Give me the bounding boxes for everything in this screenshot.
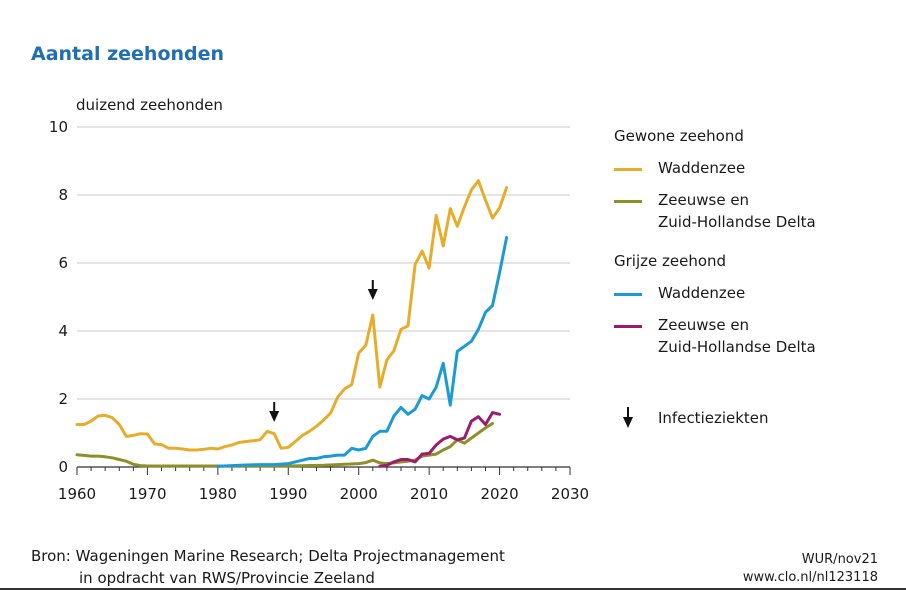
legend-swatch-olive <box>614 200 642 203</box>
y-tick-label: 8 <box>58 186 68 204</box>
series-line-3 <box>378 411 502 468</box>
x-tick-label: 2000 <box>340 485 378 503</box>
source-line-2: in opdracht van RWS/Provincie Zeeland <box>79 569 375 587</box>
series-line-2 <box>216 236 509 468</box>
series-line-1 <box>75 422 494 468</box>
x-tick-label: 2020 <box>480 485 518 503</box>
legend-label: Zuid-Hollandse Delta <box>658 338 816 356</box>
x-tick-label: 1960 <box>58 485 96 503</box>
credit-note: WUR/nov21 www.clo.nl/nl123118 <box>743 551 878 587</box>
series-line-0 <box>75 179 509 452</box>
y-axis-label: duizend zeehonden <box>76 96 223 114</box>
x-tick-label: 2010 <box>410 485 448 503</box>
legend-label: Infectieziekten <box>658 409 769 427</box>
axes: 0 2 4 6 8 10 1960 1970 1980 1990 2000 2010 2020 2030 <box>49 118 589 503</box>
legend-label: Waddenzee <box>658 284 746 302</box>
source-note: Bron: Wageningen Marine Research; Delta … <box>31 545 505 589</box>
legend-swatch-purple <box>614 325 642 328</box>
page-title: Aantal zeehonden <box>31 43 225 65</box>
legend-swatch-blue <box>614 293 642 296</box>
x-tick-label: 1980 <box>199 485 237 503</box>
gridlines <box>77 126 570 400</box>
legend-group-gewone-zeehond: Gewone zeehond <box>614 127 744 145</box>
legend-label: Zeeuwse en <box>658 191 750 209</box>
x-tick-label: 1970 <box>128 485 166 503</box>
bottom-rule <box>0 588 906 590</box>
annotation-arrows <box>269 280 378 422</box>
y-tick-label: 10 <box>49 118 68 136</box>
legend-group-grijze-zeehond: Grijze zeehond <box>614 252 727 270</box>
arrow-down-icon <box>269 402 280 422</box>
y-tick-label: 0 <box>58 458 68 476</box>
arrow-down-icon <box>367 280 378 300</box>
x-tick-label: 1990 <box>269 485 307 503</box>
y-tick-label: 2 <box>58 390 68 408</box>
y-tick-label: 6 <box>58 254 68 272</box>
legend-label: Zeeuwse en <box>658 316 750 334</box>
legend-label: Zuid-Hollandse Delta <box>658 213 816 231</box>
credit-line-2: www.clo.nl/nl123118 <box>742 570 878 585</box>
y-tick-label: 4 <box>58 322 68 340</box>
source-line-1: Bron: Wageningen Marine Research; Delta … <box>31 547 505 565</box>
credit-line-1: WUR/nov21 <box>801 552 878 567</box>
series-lines <box>75 179 509 468</box>
arrow-down-icon <box>623 407 633 428</box>
legend-label: Waddenzee <box>658 159 746 177</box>
x-tick-label: 2030 <box>551 485 589 503</box>
legend-swatch-yellow <box>614 168 642 171</box>
